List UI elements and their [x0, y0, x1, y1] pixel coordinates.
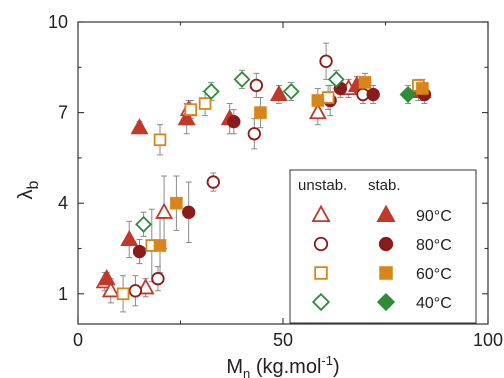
- y-tick-label: 4: [58, 193, 68, 213]
- legend-marker-stab-triangle: [376, 204, 396, 223]
- legend-marker-unstab-diamond: [311, 292, 331, 312]
- axis-labels: λb Mn (kg.mol-1): [15, 180, 340, 378]
- data-point-square-filled: [153, 239, 167, 252]
- data-point-square-open: [153, 133, 167, 147]
- data-point-square-open: [321, 91, 335, 104]
- data-point-circle-filled: [132, 244, 147, 259]
- data-point-circle-open: [319, 54, 333, 68]
- y-tick-label: 1: [58, 284, 68, 304]
- data-point-circle-open: [151, 272, 165, 286]
- data-point-diamond-filled: [399, 86, 417, 103]
- plot-frame: 0 50 100 1 4 7 10: [48, 12, 503, 350]
- data-point-circle-filled: [182, 205, 196, 219]
- data-point-square-open: [198, 97, 212, 110]
- data-point-diamond-open: [282, 82, 300, 100]
- x-tick-label: 50: [273, 330, 293, 350]
- data-point-square-filled: [254, 106, 267, 119]
- data-point-circle-open: [128, 284, 143, 298]
- data-point-circle-filled: [227, 115, 241, 129]
- data-point-circle-open: [249, 78, 264, 93]
- data-point-square-filled: [311, 94, 325, 107]
- x-tick-label: 0: [73, 330, 83, 350]
- data-point-triangle-filled: [177, 108, 196, 126]
- y-tick-label: 7: [58, 103, 68, 123]
- legend-label: 90°C: [416, 208, 452, 225]
- data-point-diamond-open: [135, 215, 153, 233]
- data-point-circle-open: [247, 127, 261, 141]
- data-point-triangle-open: [308, 102, 327, 120]
- x-tick-label: 100: [473, 330, 503, 350]
- data-point-square-open: [116, 287, 130, 301]
- data-point-diamond-open: [233, 70, 251, 88]
- data-point-triangle-filled: [269, 84, 288, 102]
- y-axis-label: λb: [15, 180, 42, 199]
- legend-header-stab: stab.: [368, 177, 401, 194]
- data-point-square-filled: [358, 76, 372, 89]
- data-point-square-filled: [416, 82, 429, 95]
- legend-header-unstab: unstab.: [298, 177, 347, 194]
- legend-marker-stab-diamond: [376, 292, 396, 312]
- data-point-square-filled: [170, 196, 183, 210]
- data-point-triangle-filled: [130, 118, 149, 135]
- legend: unstab. stab. 90°C 80°C 60°C 40°C: [289, 169, 477, 324]
- legend-marker-unstab-square: [314, 266, 328, 280]
- legend-rows: 90°C 80°C 60°C 40°C: [311, 204, 452, 312]
- data-points: [95, 54, 432, 301]
- y-tick-label: 10: [48, 12, 68, 32]
- data-point-triangle-filled: [120, 229, 139, 247]
- x-axis-label: Mn (kg.mol-1): [226, 353, 339, 378]
- data-point-circle-open: [206, 175, 220, 189]
- data-point-diamond-open: [327, 70, 345, 88]
- data-point-triangle-filled: [97, 269, 116, 286]
- legend-label: 60°C: [416, 266, 452, 283]
- data-point-circle-filled: [366, 87, 380, 102]
- legend-label: 40°C: [416, 295, 452, 312]
- data-point-diamond-open: [202, 82, 220, 100]
- legend-label: 80°C: [416, 237, 452, 254]
- legend-marker-stab-square: [379, 266, 393, 280]
- legend-marker-unstab-triangle: [311, 204, 331, 223]
- legend-marker-stab-circle: [378, 236, 394, 252]
- data-point-triangle-open: [101, 281, 120, 298]
- legend-marker-unstab-circle: [313, 236, 329, 252]
- data-point-square-open: [184, 103, 198, 116]
- data-point-triangle-open: [155, 202, 174, 219]
